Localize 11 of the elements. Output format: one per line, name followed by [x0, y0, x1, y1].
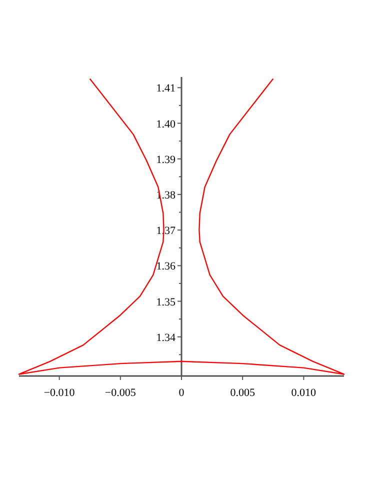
y-tick-label: 1.34 [156, 332, 176, 344]
y-tick-label: 1.40 [156, 118, 176, 130]
x-tick-label: 0 [178, 387, 185, 399]
x-tick-label: 0.010 [291, 387, 317, 399]
x-tick-label: 0.005 [230, 387, 256, 399]
y-tick-label: 1.41 [156, 82, 176, 95]
y-tick-label: 1.39 [156, 154, 176, 166]
y-tick-label: 1.36 [156, 260, 176, 273]
y-tick-label: 1.35 [156, 296, 176, 308]
x-tick-label: −0.005 [104, 387, 136, 399]
x-tick-label: −0.010 [44, 387, 76, 399]
